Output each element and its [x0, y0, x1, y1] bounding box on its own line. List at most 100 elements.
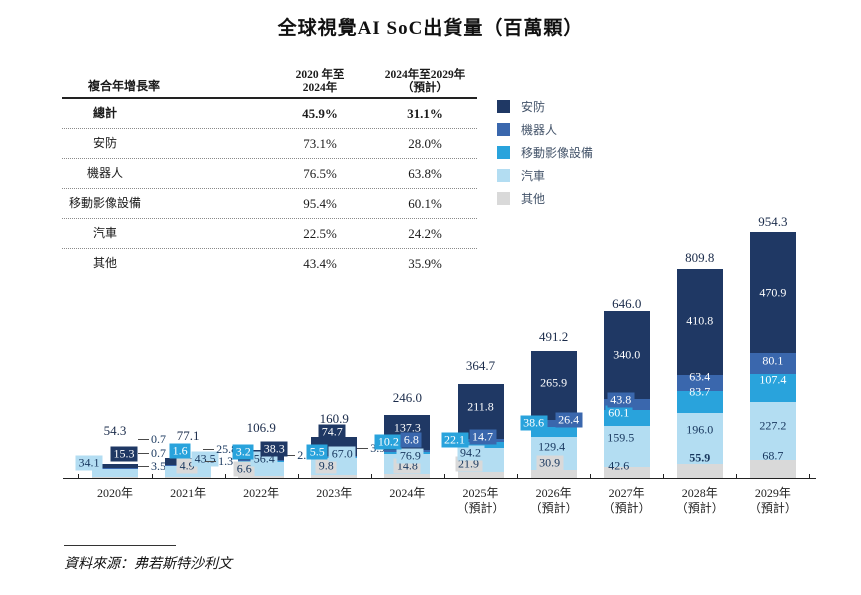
cagr-value-2020-2024: 73.1%: [303, 136, 337, 151]
legend-item-mobile_imaging: 移動影像設備: [497, 141, 593, 164]
bar-total-label: 106.9: [246, 420, 276, 435]
row-label: 機器人: [86, 166, 123, 180]
bar-value-label-security: 38.3: [260, 441, 288, 457]
bar-value-label-robot: 26.4: [555, 412, 583, 428]
legend-label: 移動影像設備: [521, 146, 594, 160]
row-label: 總計: [92, 106, 117, 120]
bar-value-label-mobile_imaging: 10.2: [374, 434, 402, 450]
bar-segment-security: [676, 269, 723, 376]
bar-value-label-others: 68.7: [762, 448, 784, 463]
bar-value-label-security: 74.7: [318, 424, 346, 440]
cagr-value-2024-2029: 63.8%: [408, 166, 442, 181]
bar-value-label-robot: 6.8: [400, 432, 422, 448]
row-label: 其他: [92, 256, 117, 270]
bar-value-label-mobile_imaging: 60.1: [605, 405, 633, 421]
source-divider: [64, 545, 176, 546]
cagr-table-body: 總計 45.9% 31.1% 安防 73.1% 28.0% 機器人 76.5% 63.8% 移動影…: [62, 99, 477, 278]
bar-value-label-others: 30.9: [536, 455, 564, 471]
axis-tick: [370, 474, 372, 478]
bar-segment-security: [749, 232, 796, 354]
bar-value-callout-others: 3.5: [138, 459, 166, 473]
bar-total-label: 491.2: [538, 329, 569, 344]
x-axis-label: 2029年 （預計）: [748, 486, 797, 515]
cagr-table-row: 其他 43.4% 35.9%: [62, 249, 477, 278]
legend-item-others: 其他: [497, 187, 593, 210]
cagr-table-header-metric: 複合年增長率: [88, 79, 161, 93]
bar-value-label-automotive: 94.2: [457, 445, 484, 461]
axis-tick: [78, 474, 80, 478]
axis-tick: [517, 474, 519, 478]
bar-segment-others: [603, 467, 650, 478]
bar-segment-others: [676, 463, 723, 478]
bar-value-label-mobile_imaging: 5.5: [306, 444, 328, 460]
callout-line: [357, 447, 369, 449]
cagr-value-2024-2029: 35.9%: [408, 256, 442, 271]
bar-value-callout-security: 25.8: [203, 442, 237, 456]
cagr-value-2024-2029: 24.2%: [408, 226, 442, 241]
bar-value-label-mobile_imaging: 83.7: [689, 384, 711, 399]
x-axis-label: 2020年: [96, 486, 133, 500]
bar-value-label-security: 340.0: [613, 347, 641, 362]
bar-value-label-automotive: 34.1: [75, 455, 103, 471]
axis-tick: [297, 474, 299, 478]
bar-segment-others: [165, 476, 212, 478]
row-label: 汽車: [92, 226, 117, 240]
cagr-table-row: 安防 73.1% 28.0%: [62, 129, 477, 159]
x-axis-label: 2026年 （預計）: [529, 486, 578, 515]
legend-item-security: 安防: [497, 95, 593, 118]
axis-tick: [809, 474, 811, 478]
bar-value-label-automotive: 227.2: [759, 418, 787, 433]
bar-value-label-others: 55.9: [689, 450, 711, 465]
bar-segment-automotive: [749, 401, 796, 461]
callout-line: [138, 438, 149, 440]
bar-segment-mobile_imaging: [749, 374, 796, 402]
bar-total-label: 54.3: [103, 423, 127, 438]
x-axis-label: 2027年 （預計）: [602, 486, 651, 515]
bar-segment-robot: [676, 375, 723, 392]
axis-tick: [590, 474, 592, 478]
bar-value-label: 1.3: [218, 453, 234, 468]
bar-value-label-automotive: 43.5: [191, 451, 219, 467]
bar-segment-others: [457, 472, 504, 478]
automotive-swatch-icon: [497, 169, 510, 182]
robot-swatch-icon: [497, 123, 510, 136]
bar-value-label-robot: 63.4: [689, 369, 711, 384]
others-swatch-icon: [497, 192, 510, 205]
bar-value-label-automotive: 76.9: [396, 448, 424, 464]
callout-line: [205, 460, 217, 462]
bar-segment-robot: [749, 353, 796, 375]
cagr-value-2024-2029: 28.0%: [408, 136, 442, 151]
bar-value-label-automotive: 196.0: [686, 422, 714, 437]
bar-segment-security: [457, 383, 504, 439]
bar-total-label: 364.7: [465, 358, 496, 373]
bar-segment-mobile_imaging: [530, 426, 577, 437]
bar-segment-others: [92, 477, 138, 478]
cagr-value-2024-2029: 60.1%: [408, 196, 442, 211]
bar-segment-others: [749, 460, 796, 478]
cagr-value-2020-2024: 22.5%: [303, 226, 337, 241]
legend-label: 其他: [521, 192, 546, 206]
bar-total-label: 809.8: [685, 250, 715, 265]
x-axis-label: 2023年: [316, 486, 353, 500]
cagr-table-row: 移動影像設備 95.4% 60.1%: [62, 189, 477, 219]
bar-value-label-mobile_imaging: 107.4: [759, 372, 787, 387]
legend-label: 汽車: [521, 169, 546, 183]
legend-item-robot: 機器人: [497, 118, 593, 141]
axis-tick: [663, 474, 665, 478]
bar-value-label-security: 211.8: [467, 399, 494, 414]
bar-segment-others: [384, 474, 431, 478]
bar-total-label: 646.0: [612, 296, 642, 311]
bar-total-label: 160.9: [319, 411, 349, 426]
x-axis-label: 2028年 （預計）: [675, 486, 724, 515]
bar-segment-robot: [530, 419, 577, 427]
cagr-table-header-2020-2024: 2020 年至 2024年: [295, 69, 345, 94]
callout-line: [284, 454, 296, 456]
x-axis-label: 2025年 （預計）: [456, 486, 505, 515]
axis-tick: [224, 474, 226, 478]
cagr-value-2020-2024: 95.4%: [303, 196, 337, 211]
cagr-table-header-2024-2029: 2024年至2029年 （預計）: [384, 69, 466, 94]
callout-line: [203, 448, 215, 450]
legend-label: 機器人: [521, 123, 558, 137]
bar-value-label: 0.7: [151, 431, 166, 446]
